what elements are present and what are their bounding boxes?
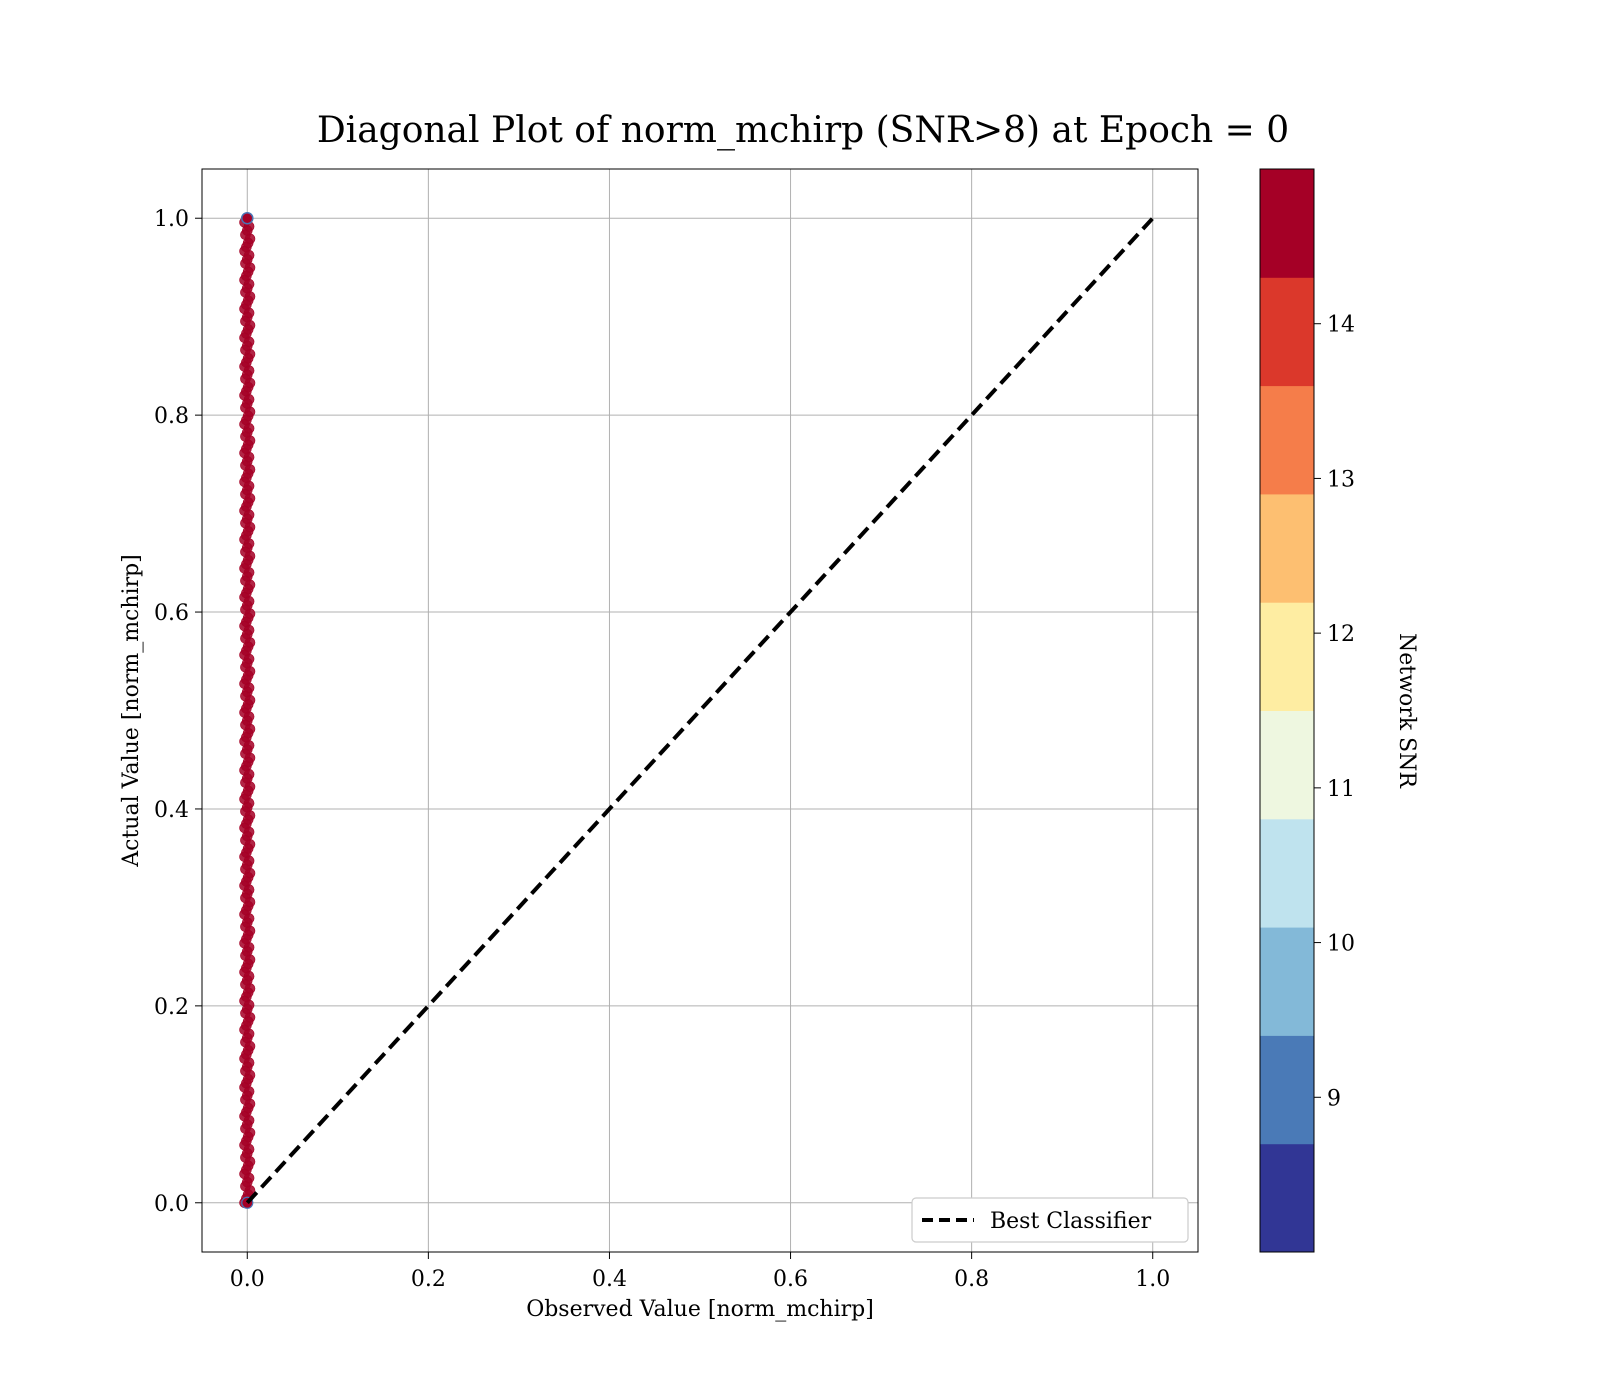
- colorbar-segment: [1260, 927, 1314, 1036]
- colorbar-frame: [1259, 168, 1315, 1253]
- x-axis-ticks: 0.0 0.2 0.4 0.6 0.8 1.0: [230, 1252, 1170, 1292]
- colorbar-segment: [1260, 493, 1314, 603]
- colorbar-tick-label: 14: [1327, 313, 1355, 338]
- x-axis-label: Observed Value [norm_mchirp]: [526, 1297, 874, 1322]
- colorbar-segment: [1260, 385, 1314, 495]
- y-tick-label: 1.0: [154, 207, 189, 232]
- best-classifier-line: [245, 216, 1155, 1205]
- y-axis-label: Actual Value [norm_mchirp]: [119, 554, 144, 868]
- plot-frame: [201, 168, 1199, 1253]
- colorbar-ticks: 9 10 11 12 13 14: [1314, 313, 1355, 1111]
- plot-area: 0.0 0.2 0.4 0.6 0.8 1.0 0.0 0.2 0.4 0.6 0.8 1.0: [154, 168, 1199, 1292]
- colorbar-segment: [1260, 710, 1314, 820]
- y-tick-label: 0.6: [154, 601, 189, 626]
- colorbar-tick-label: 12: [1327, 622, 1355, 647]
- colorbar-segment: [1260, 1143, 1314, 1253]
- colorbar-segment: [1260, 602, 1314, 711]
- y-tick-label: 0.8: [154, 404, 189, 429]
- colorbar-segment: [1260, 169, 1314, 278]
- colorbar-segment: [1260, 277, 1314, 387]
- colorbar-tick-label: 13: [1327, 467, 1355, 492]
- colorbar-tick-label: 9: [1327, 1086, 1341, 1111]
- colorbar-segment: [1260, 818, 1314, 928]
- x-tick-label: 0.0: [230, 1267, 265, 1292]
- colorbar-label: Network SNR: [1394, 633, 1419, 789]
- x-tick-label: 0.4: [592, 1267, 627, 1292]
- y-tick-label: 0.0: [154, 1192, 189, 1217]
- legend-box: [911, 1197, 1189, 1243]
- colorbar-segment: [1260, 1035, 1314, 1145]
- colorbar-segments: [1260, 169, 1314, 1253]
- grid-lines: [202, 169, 1198, 1252]
- legend-entry-best-classifier: Best Classifier: [990, 1209, 1152, 1234]
- x-tick-label: 1.0: [1135, 1267, 1170, 1292]
- y-tick-label: 0.2: [154, 995, 189, 1020]
- y-axis-ticks: 0.0 0.2 0.4 0.6 0.8 1.0: [154, 207, 202, 1217]
- colorbar-tick-label: 10: [1327, 932, 1355, 957]
- y-tick-label: 0.4: [154, 798, 189, 823]
- x-tick-label: 0.8: [954, 1267, 989, 1292]
- scatter-point: [241, 211, 254, 225]
- legend: Best Classifier: [911, 1197, 1189, 1243]
- scatter-points: [239, 211, 256, 1209]
- chart-title: Diagonal Plot of norm_mchirp (SNR>8) at …: [317, 110, 1289, 151]
- colorbar: 9 10 11 12 13 14 Network SNR: [1259, 168, 1419, 1253]
- x-tick-label: 0.6: [773, 1267, 808, 1292]
- x-tick-label: 0.2: [411, 1267, 446, 1292]
- colorbar-tick-label: 11: [1327, 777, 1355, 802]
